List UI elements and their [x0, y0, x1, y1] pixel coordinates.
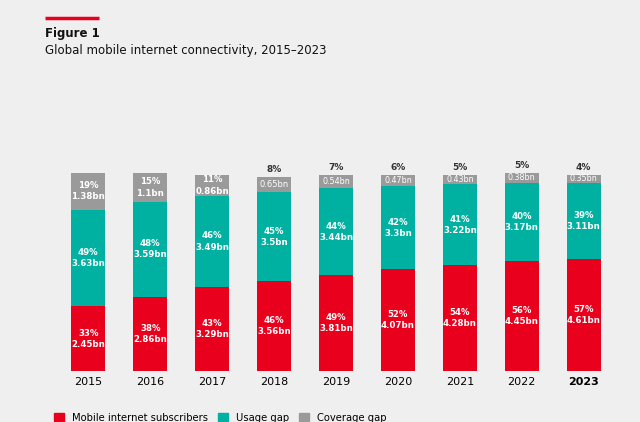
Bar [133, 202, 167, 297]
Text: 46%
3.49bn: 46% 3.49bn [195, 232, 229, 252]
Text: 4%: 4% [576, 163, 591, 172]
Text: 6%: 6% [390, 163, 406, 172]
Text: 0.54bn: 0.54bn [322, 177, 350, 186]
Text: 52%
4.07bn: 52% 4.07bn [381, 310, 415, 330]
Text: 38%
2.86bn: 38% 2.86bn [133, 324, 167, 344]
Bar [505, 261, 539, 371]
Text: 39%
3.11bn: 39% 3.11bn [567, 211, 600, 231]
Bar [381, 175, 415, 187]
Text: 0.43bn: 0.43bn [446, 175, 474, 184]
Text: 49%
3.81bn: 49% 3.81bn [319, 313, 353, 333]
Bar [133, 297, 167, 371]
Bar [195, 287, 229, 371]
Text: 48%
3.59bn: 48% 3.59bn [133, 239, 167, 260]
Bar [566, 175, 601, 183]
Text: 43%
3.29bn: 43% 3.29bn [195, 319, 229, 339]
Bar [257, 281, 291, 371]
Text: 54%
4.28bn: 54% 4.28bn [443, 308, 477, 328]
Bar [566, 259, 601, 371]
Text: 33%
2.45bn: 33% 2.45bn [72, 329, 105, 349]
Text: 57%
4.61bn: 57% 4.61bn [567, 305, 600, 325]
Text: 11%
0.86bn: 11% 0.86bn [195, 176, 229, 195]
Bar [195, 196, 229, 287]
Text: 19%
1.38bn: 19% 1.38bn [72, 181, 105, 201]
Bar [257, 177, 291, 192]
Bar [195, 175, 229, 196]
Bar [566, 183, 601, 259]
Text: 45%
3.5bn: 45% 3.5bn [260, 227, 288, 247]
Bar [505, 183, 539, 261]
Bar [443, 175, 477, 184]
Legend: Mobile internet subscribers, Usage gap, Coverage gap: Mobile internet subscribers, Usage gap, … [50, 409, 390, 422]
Text: 40%
3.17bn: 40% 3.17bn [505, 212, 539, 232]
Bar [381, 269, 415, 371]
Bar [71, 210, 106, 306]
Bar [319, 189, 353, 275]
Text: 42%
3.3bn: 42% 3.3bn [384, 218, 412, 238]
Text: 46%
3.56bn: 46% 3.56bn [257, 316, 291, 336]
Text: Figure 1: Figure 1 [45, 27, 100, 41]
Text: 5%: 5% [452, 163, 467, 172]
Bar [133, 173, 167, 202]
Text: 49%
3.63bn: 49% 3.63bn [72, 248, 105, 268]
Text: 7%: 7% [328, 163, 344, 172]
Bar [505, 173, 539, 183]
Bar [443, 265, 477, 371]
Bar [257, 192, 291, 281]
Text: 0.38bn: 0.38bn [508, 173, 536, 182]
Text: 0.47bn: 0.47bn [384, 176, 412, 185]
Bar [71, 306, 106, 371]
Bar [381, 187, 415, 269]
Text: 41%
3.22bn: 41% 3.22bn [443, 215, 477, 235]
Bar [443, 184, 477, 265]
Text: Global mobile internet connectivity, 2015–2023: Global mobile internet connectivity, 201… [45, 44, 326, 57]
Text: 8%: 8% [266, 165, 282, 174]
Bar [319, 275, 353, 371]
Text: 44%
3.44bn: 44% 3.44bn [319, 222, 353, 242]
Text: 0.35bn: 0.35bn [570, 174, 598, 183]
Text: 56%
4.45bn: 56% 4.45bn [505, 306, 539, 326]
Text: 0.65bn: 0.65bn [259, 180, 289, 189]
Text: 15%
1.1bn: 15% 1.1bn [136, 177, 164, 197]
Text: 5%: 5% [514, 161, 529, 170]
Bar [319, 175, 353, 189]
Bar [71, 173, 106, 210]
